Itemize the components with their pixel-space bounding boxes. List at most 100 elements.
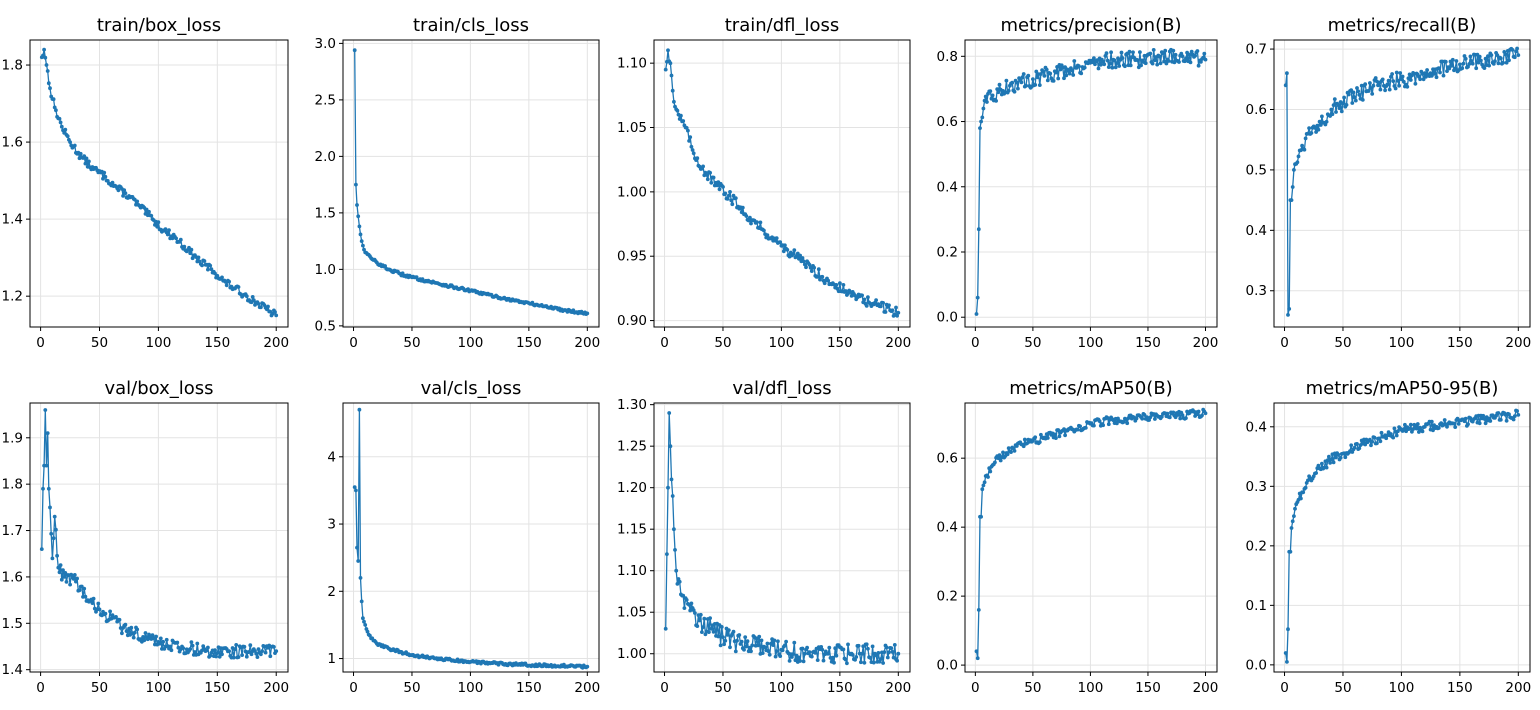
data-point: [1400, 74, 1405, 79]
data-point: [1188, 60, 1193, 65]
data-point: [1363, 442, 1368, 447]
data-point: [682, 606, 687, 610]
data-point: [1441, 73, 1446, 78]
y-tick-label: 1.15: [617, 522, 647, 538]
data-point: [784, 639, 788, 644]
x-tick-label: 150: [204, 680, 230, 696]
data-point: [980, 115, 985, 120]
chart-title: val/dfl_loss: [732, 378, 831, 399]
data-point: [91, 596, 96, 601]
data-point: [983, 94, 988, 99]
data-point: [1515, 409, 1519, 413]
data-point: [1098, 62, 1103, 67]
data-point: [1289, 198, 1294, 203]
data-point: [102, 170, 107, 175]
chart-title: metrics/precision(B): [1000, 15, 1181, 36]
y-tick-label: 3: [327, 517, 336, 533]
data-point: [1109, 50, 1113, 55]
data-point: [1403, 422, 1407, 427]
data-point: [1350, 101, 1355, 105]
data-point: [976, 608, 981, 612]
data-point: [1329, 457, 1334, 462]
data-point: [1514, 49, 1518, 54]
data-point: [693, 611, 697, 615]
data-point: [1140, 416, 1145, 421]
data-point: [801, 659, 806, 664]
data-point: [744, 214, 749, 218]
data-point: [355, 545, 359, 550]
data-point: [856, 643, 861, 648]
y-tick-label: 0.0: [937, 658, 958, 674]
series-line: [1285, 47, 1519, 316]
data-point: [1166, 59, 1171, 63]
data-point: [1373, 76, 1378, 80]
data-point: [1384, 436, 1389, 441]
data-point: [1283, 83, 1288, 88]
data-point: [1184, 416, 1188, 420]
data-point: [1123, 64, 1127, 69]
data-point: [728, 645, 732, 650]
data-point: [1453, 66, 1458, 71]
data-point: [164, 637, 169, 642]
data-point: [729, 198, 734, 203]
data-point: [1034, 69, 1039, 74]
data-point: [1056, 76, 1061, 81]
data-point: [1075, 427, 1080, 432]
data-point: [1285, 71, 1289, 76]
data-point: [677, 579, 682, 584]
data-point: [1355, 86, 1359, 90]
data-point: [260, 649, 264, 653]
data-point: [1351, 90, 1356, 95]
data-point: [1006, 88, 1011, 93]
data-point: [1396, 78, 1400, 83]
data-point: [1119, 50, 1124, 55]
data-point: [759, 638, 764, 643]
y-tick-label: 0.4: [1246, 419, 1267, 435]
data-point: [792, 248, 797, 253]
data-point: [236, 285, 241, 289]
data-point: [726, 193, 731, 198]
data-point: [783, 643, 787, 648]
data-point: [773, 654, 778, 659]
data-point: [357, 224, 362, 229]
data-point: [117, 617, 122, 622]
y-tick-label: 0.95: [617, 249, 647, 265]
y-tick-label: 1.9: [2, 430, 23, 446]
data-point: [116, 188, 121, 193]
x-tick-label: 50: [1334, 680, 1351, 696]
data-point: [354, 182, 358, 187]
x-tick-label: 200: [885, 335, 911, 351]
data-point: [701, 164, 705, 169]
data-point: [780, 648, 785, 653]
data-point: [1177, 60, 1181, 64]
data-point: [1507, 58, 1511, 63]
data-point: [876, 651, 881, 655]
data-point: [214, 654, 219, 659]
x-tick-label: 50: [714, 680, 731, 696]
data-point: [1420, 429, 1425, 434]
data-point: [143, 631, 148, 635]
y-tick-label: 0.8: [937, 49, 958, 65]
data-point: [1203, 57, 1208, 62]
x-tick-label: 100: [1078, 335, 1104, 351]
data-point: [49, 531, 54, 536]
data-point: [168, 644, 173, 649]
data-point: [220, 652, 224, 657]
data-point: [1456, 422, 1461, 426]
data-point: [362, 619, 366, 624]
data-point: [677, 117, 682, 121]
data-point: [1078, 424, 1082, 429]
data-point: [50, 556, 55, 561]
y-tick-label: 1.8: [2, 477, 23, 493]
data-point: [359, 599, 364, 604]
data-point: [705, 177, 710, 182]
data-point: [1063, 433, 1067, 438]
data-point: [1318, 123, 1323, 127]
data-point: [90, 601, 95, 605]
data-point: [1463, 416, 1468, 421]
data-point: [698, 612, 703, 617]
data-point: [749, 221, 753, 226]
data-point: [767, 652, 772, 657]
data-point: [894, 305, 898, 310]
data-point: [200, 263, 204, 268]
